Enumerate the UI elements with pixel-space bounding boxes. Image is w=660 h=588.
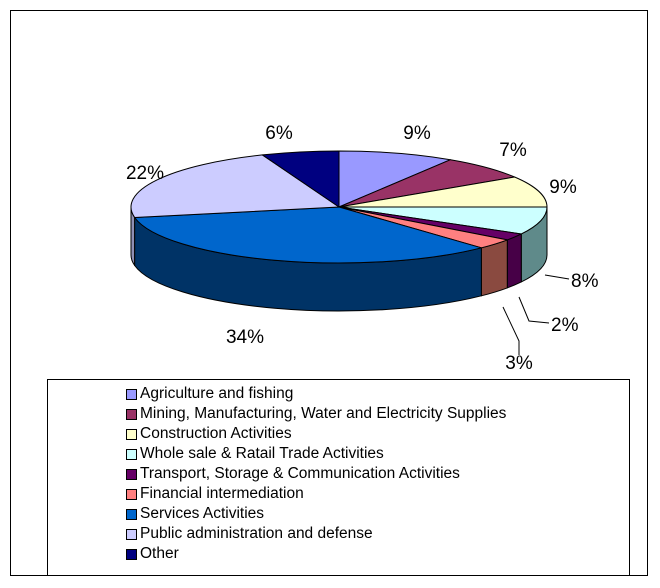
pie-chart: 9% 7% 9% 8% 2% 3% 34% 22% 6%	[126, 123, 599, 371]
pie-slice-services-activities	[134, 206, 482, 264]
legend-swatch	[126, 408, 137, 420]
data-label-services-activities: 34%	[226, 327, 264, 348]
legend-label: Construction Activities	[140, 425, 292, 442]
chart-legend: Agriculture and fishing Mining, Manufactu…	[47, 379, 630, 576]
legend-swatch	[126, 488, 137, 500]
data-label-whole-sale-ratail-trade-activities: 8%	[571, 271, 599, 292]
legend-item-agriculture-and-fishing: Agriculture and fishing	[126, 384, 629, 404]
data-label-transport-storage-communication-activities: 2%	[551, 315, 579, 336]
legend-swatch	[126, 448, 137, 460]
legend-swatch	[126, 528, 137, 540]
legend-item-services-activities: Services Activities	[126, 504, 629, 524]
legend-swatch	[126, 548, 137, 560]
legend-item-other: Other	[126, 544, 629, 564]
data-label-mining-manufacturing-water-and-electricity-supplies: 7%	[499, 140, 527, 161]
leader-line-whole-sale-ratail-trade-activities	[544, 274, 570, 280]
legend-label: Mining, Manufacturing, Water and Electri…	[140, 405, 507, 422]
leader-line-transport-storage-communication-activities	[518, 296, 550, 324]
legend-item-whole-sale-ratail-trade-activities: Whole sale & Ratail Trade Activities	[126, 444, 629, 464]
pie-slice-construction-activities	[338, 176, 548, 208]
pie-slice-agriculture-and-fishing	[338, 150, 451, 208]
legend-label: Financial intermediation	[140, 485, 304, 502]
legend-swatch	[126, 508, 137, 520]
legend-label: Other	[140, 545, 179, 562]
pie-side-financial-intermediation	[480, 239, 508, 297]
data-label-construction-activities: 9%	[549, 177, 577, 198]
leader-line-financial-intermediation	[502, 306, 520, 355]
pie-slice-public-administration-and-defense	[130, 154, 340, 218]
legend-item-mining-manufacturing-water-and-electricity-supplies: Mining, Manufacturing, Water and Electri…	[126, 404, 629, 424]
legend-swatch	[126, 468, 137, 480]
legend-swatch	[126, 388, 137, 400]
legend-label: Agriculture and fishing	[140, 385, 294, 402]
legend-label: Services Activities	[140, 505, 265, 522]
legend-item-financial-intermediation: Financial intermediation	[126, 484, 629, 504]
data-label-other: 6%	[265, 123, 293, 144]
chart-frame: 9% 7% 9% 8% 2% 3% 34% 22% 6% Agriculture and fis…	[10, 10, 648, 576]
legend-item-transport-storage-communication-activities: Transport, Storage & Communication Activ…	[126, 464, 629, 484]
legend-item-construction-activities: Construction Activities	[126, 424, 629, 444]
legend-label: Whole sale & Ratail Trade Activities	[140, 445, 384, 462]
pie-side-transport-storage-communication-activities	[506, 233, 522, 289]
pie-slice-other	[261, 150, 340, 208]
legend-item-public-administration-and-defense: Public administration and defense	[126, 524, 629, 544]
data-label-agriculture-and-fishing: 9%	[403, 123, 431, 144]
pie-slice-whole-sale-ratail-trade-activities	[338, 206, 548, 235]
legend-swatch	[126, 428, 137, 440]
data-label-financial-intermediation: 3%	[505, 353, 533, 371]
data-label-public-administration-and-defense: 22%	[126, 163, 164, 184]
legend-label: Public administration and defense	[140, 525, 373, 542]
legend-label: Transport, Storage & Communication Activ…	[140, 465, 460, 482]
